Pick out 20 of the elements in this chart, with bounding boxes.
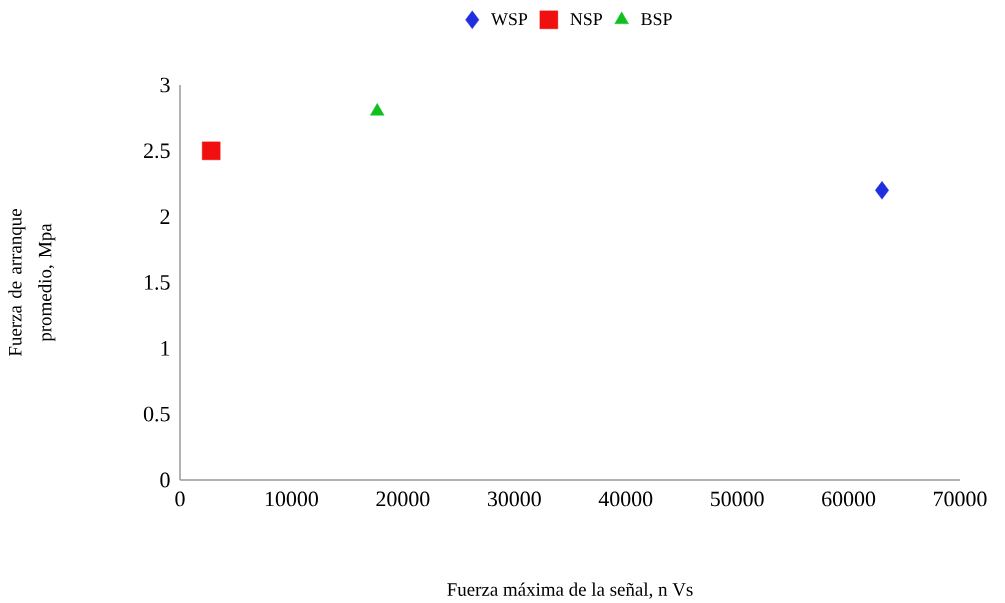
- y-tick-label: 2: [160, 209, 170, 224]
- x-tick-label: 20000: [376, 491, 430, 507]
- y-tick-label: 0.5: [143, 406, 170, 422]
- x-tick-label: 70000: [934, 491, 987, 507]
- x-axis-title: Fuerza máxima de la señal, n Vs: [447, 582, 693, 599]
- x-tick-label: 50000: [711, 491, 764, 507]
- y-tick-label: 0: [160, 472, 170, 488]
- legend-label: BSP: [641, 13, 672, 26]
- y-tick-label: 1: [161, 341, 170, 356]
- x-tick-label: 40000: [598, 491, 653, 507]
- y-tick-label: 2.5: [144, 143, 170, 159]
- y-axis-title: Fuerza de arranque promedio, Mpa: [8, 209, 56, 357]
- y-tick-label: 1.5: [145, 275, 170, 290]
- legend-label: NSP: [570, 13, 603, 26]
- x-tick-label: 0: [175, 491, 185, 507]
- x-tick-label: 60000: [822, 491, 876, 507]
- x-tick-label: 10000: [265, 491, 318, 507]
- legend-label: WSP: [491, 13, 528, 26]
- x-tick-label: 30000: [487, 491, 541, 507]
- y-tick-label: 3: [160, 77, 170, 93]
